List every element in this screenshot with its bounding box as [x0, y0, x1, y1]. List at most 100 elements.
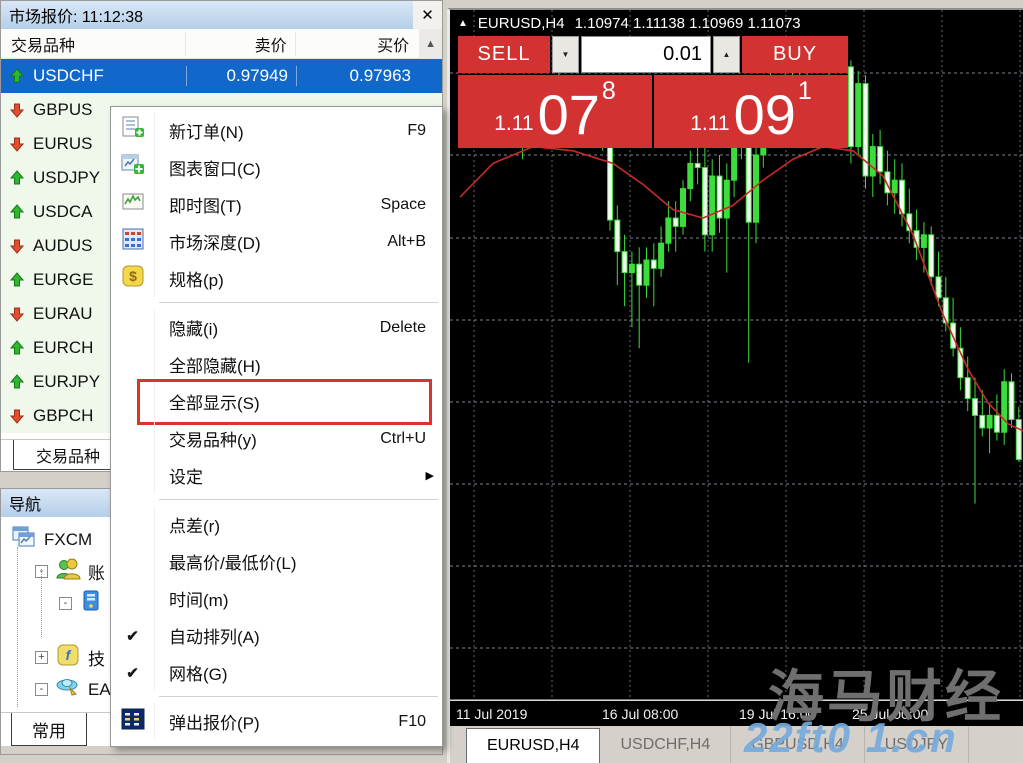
menu-item[interactable]: ✔ 自动排列(A): [111, 617, 442, 654]
check-icon: ✔: [126, 664, 139, 682]
chart-tab-eurusd-h4[interactable]: EURUSD,H4: [466, 728, 601, 763]
menu-separator: [111, 691, 442, 703]
column-bid[interactable]: 卖价: [185, 31, 295, 56]
navigator-bottom-strip: [1, 746, 442, 754]
tree-guide-line: [17, 547, 18, 707]
collapse-icon[interactable]: -: [35, 683, 48, 696]
tree-item-EA[interactable]: - EA: [35, 675, 111, 704]
close-icon[interactable]: ✕: [413, 1, 442, 29]
symbol-cell: AUDUS: [1, 236, 186, 256]
market-watch-titlebar: 市场报价: 11:12:38 ✕: [1, 1, 442, 29]
tree-item-账[interactable]: -账: [35, 557, 105, 586]
chart-ohlc-header: ▲ EURUSD,H4 1.10974 1.11138 1.10969 1.11…: [458, 15, 801, 32]
tree-item-label: FXCM: [44, 529, 93, 549]
menu-separator: [111, 494, 442, 506]
buy-price-small: 1.11: [690, 112, 730, 135]
tab-symbols[interactable]: 交易品种: [13, 440, 124, 470]
collapse-icon[interactable]: ▲: [458, 18, 468, 29]
menu-item[interactable]: 弹出报价(P) F10: [111, 703, 442, 740]
menu-item[interactable]: 交易品种(y) Ctrl+U: [111, 420, 442, 457]
market-watch-header: 交易品种 卖价 买价 ▲: [1, 29, 443, 59]
volume-step-up[interactable]: ▲: [713, 36, 740, 73]
buy-button[interactable]: BUY: [742, 36, 848, 73]
specification-icon: $: [120, 263, 146, 294]
scroll-up-icon[interactable]: ▲: [419, 29, 443, 58]
symbol-cell: EURCH: [1, 338, 186, 358]
expand-icon[interactable]: +: [35, 651, 48, 664]
panel-splitter[interactable]: [443, 8, 447, 763]
menu-item-label: 即时图(T): [169, 197, 242, 216]
symbol-label: USDCHF: [33, 66, 104, 85]
symbol-cell: USDJPY: [1, 168, 186, 188]
time-axis[interactable]: 11 Jul 2019 16 Jul 08:00 19 Jul 16:00 25 Ju…: [450, 700, 1023, 726]
market-watch-title: 市场报价: 11:12:38: [1, 1, 413, 29]
volume-step-down[interactable]: ▼: [552, 36, 579, 73]
column-ask[interactable]: 买价: [294, 31, 419, 56]
navigator-tree: FXCM - 账 - + f 技 - EA: [1, 517, 442, 721]
volume-input[interactable]: [581, 36, 711, 73]
symbol-cell: EURAU: [1, 304, 186, 324]
tree-item-FXCM[interactable]: FXCM: [11, 525, 92, 554]
menu-item-gutter: [111, 346, 155, 383]
menu-item[interactable]: 图表窗口(C): [111, 149, 442, 186]
menu-item[interactable]: 隐藏(i) Delete: [111, 309, 442, 346]
arrow-up-icon: [9, 272, 25, 287]
symbol-row-usdchf[interactable]: USDCHF 0.97949 0.97963: [1, 59, 442, 93]
menu-item[interactable]: 新订单(N) F9: [111, 112, 442, 149]
menu-item-gutter: [111, 223, 155, 260]
symbol-label: AUDUS: [33, 236, 93, 255]
menu-item[interactable]: 最高价/最低价(L): [111, 543, 442, 580]
menu-item-label: 网格(G): [169, 665, 228, 684]
menu-item-gutter: [111, 309, 155, 346]
menu-item-shortcut: Space: [380, 195, 426, 213]
symbol-cell: EURJPY: [1, 372, 186, 392]
menu-item-gutter: [111, 506, 155, 543]
symbol-label: EURGE: [33, 270, 94, 289]
svg-text:f: f: [66, 647, 72, 663]
menu-item[interactable]: 全部隐藏(H): [111, 346, 442, 383]
symbol-cell: USDCHF: [1, 66, 186, 86]
buy-price-sup: 1: [797, 77, 812, 105]
menu-item[interactable]: 点差(r): [111, 506, 442, 543]
menu-item-gutter: [111, 420, 155, 457]
menu-item[interactable]: ✔ 网格(G): [111, 654, 442, 691]
menu-item[interactable]: $ 规格(p): [111, 260, 442, 297]
sell-price[interactable]: 1.11 07 8: [458, 75, 652, 148]
menu-item-label: 时间(m): [169, 591, 229, 610]
symbol-label: USDJPY: [33, 168, 101, 187]
menu-item[interactable]: 设定 ▶: [111, 457, 442, 494]
tab-common[interactable]: 常用: [11, 713, 87, 746]
arrow-up-icon: [9, 204, 25, 219]
indicators-icon: f: [55, 643, 81, 672]
context-menu: 新订单(N) F9 图表窗口(C) 即时图(T) Space 市场深度(D) Alt+B $ 规…: [110, 106, 443, 747]
tree-item-label: EA: [88, 679, 111, 699]
server-icon: [79, 589, 105, 618]
arrow-up-icon: [9, 374, 25, 389]
menu-item[interactable]: 市场深度(D) Alt+B: [111, 223, 442, 260]
chart-tab-gbpusd-h4[interactable]: GBPUSD,H4: [731, 726, 865, 763]
menu-item-gutter: $: [111, 260, 155, 297]
menu-item-shortcut: Delete: [379, 318, 426, 336]
chart-symbol-period: EURUSD,H4: [477, 15, 565, 32]
tree-item-server[interactable]: -: [59, 589, 105, 618]
menu-item[interactable]: 即时图(T) Space: [111, 186, 442, 223]
accounts-icon: [55, 557, 81, 586]
arrow-up-icon: [9, 170, 25, 185]
collapse-icon[interactable]: -: [59, 597, 72, 610]
symbol-cell: EURGE: [1, 270, 186, 290]
symbol-label: EURAU: [33, 304, 93, 323]
tree-item-技[interactable]: + f 技: [35, 643, 105, 672]
menu-item[interactable]: 时间(m): [111, 580, 442, 617]
buy-price[interactable]: 1.11 09 1: [654, 75, 848, 148]
menu-item[interactable]: 全部显示(S): [111, 379, 442, 425]
svg-text:$: $: [129, 268, 137, 284]
ea-icon: [55, 675, 81, 704]
menu-item-label: 弹出报价(P): [169, 714, 260, 733]
menu-item-gutter: [111, 112, 155, 149]
chart-tab-usdjpy[interactable]: USDJPY: [865, 726, 969, 763]
sell-button[interactable]: SELL: [458, 36, 550, 73]
chart-tab-usdchf-h4[interactable]: USDCHF,H4: [600, 726, 732, 763]
one-click-trading-panel: SELL ▼ ▲ BUY 1.11 07 8 1.11 09 1: [458, 36, 848, 148]
arrow-down-icon: [9, 409, 25, 424]
column-symbol[interactable]: 交易品种: [11, 37, 76, 55]
